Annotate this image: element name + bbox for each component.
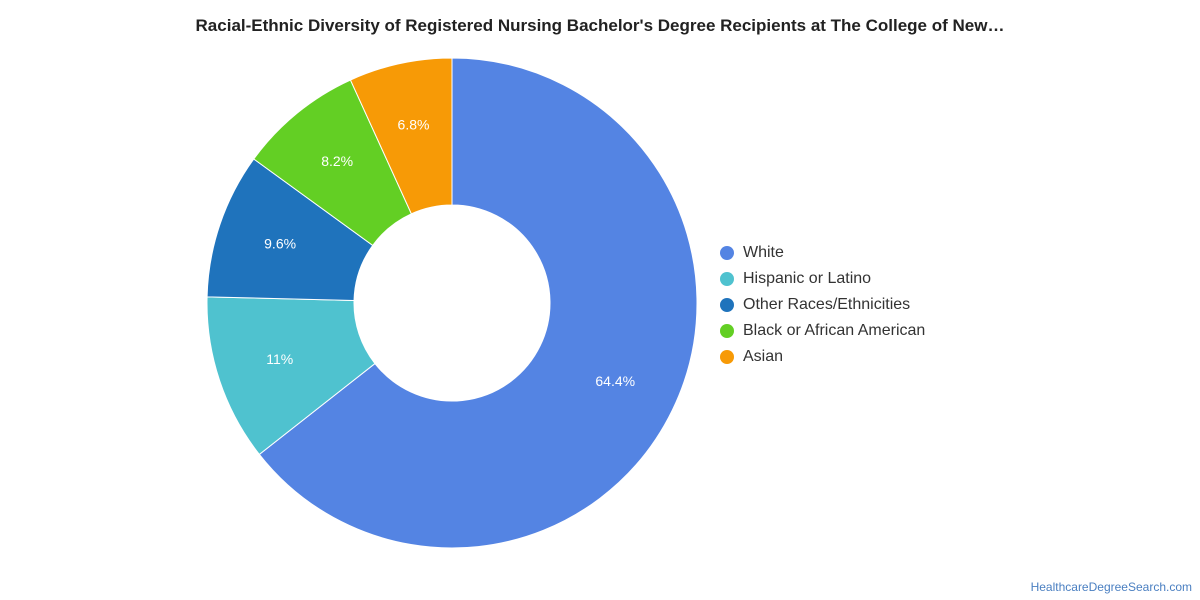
source-credit-link[interactable]: HealthcareDegreeSearch.com — [1030, 580, 1192, 594]
legend-swatch — [720, 298, 734, 312]
legend-label: White — [743, 244, 784, 261]
legend-item: Other Races/Ethnicities — [720, 292, 925, 318]
legend-swatch — [720, 350, 734, 364]
legend-item: Hispanic or Latino — [720, 266, 925, 292]
donut-slice-4 — [349, 57, 453, 215]
legend-swatch — [720, 246, 734, 260]
slice-label-3: 8.2% — [321, 153, 353, 169]
legend-item: White — [720, 240, 925, 266]
chart-title: Racial-Ethnic Diversity of Registered Nu… — [195, 16, 1005, 35]
donut-slice-0 — [258, 57, 698, 549]
legend-item: Black or African American — [720, 318, 925, 344]
legend-label: Other Races/Ethnicities — [743, 296, 911, 313]
legend-label: Hispanic or Latino — [743, 270, 872, 287]
legend-swatch — [720, 272, 734, 286]
slice-label-4: 6.8% — [398, 116, 430, 132]
slice-label-0: 64.4% — [595, 373, 635, 389]
legend-label: Asian — [743, 348, 784, 365]
legend-swatch — [720, 324, 734, 338]
slice-label-1: 11% — [266, 351, 293, 367]
slice-label-2: 9.6% — [264, 235, 296, 251]
legend-item: Asian — [720, 344, 925, 370]
chart-legend: White Hispanic or Latino Other Races/Ethni… — [720, 240, 925, 370]
legend-label: Black or African American — [743, 322, 926, 339]
